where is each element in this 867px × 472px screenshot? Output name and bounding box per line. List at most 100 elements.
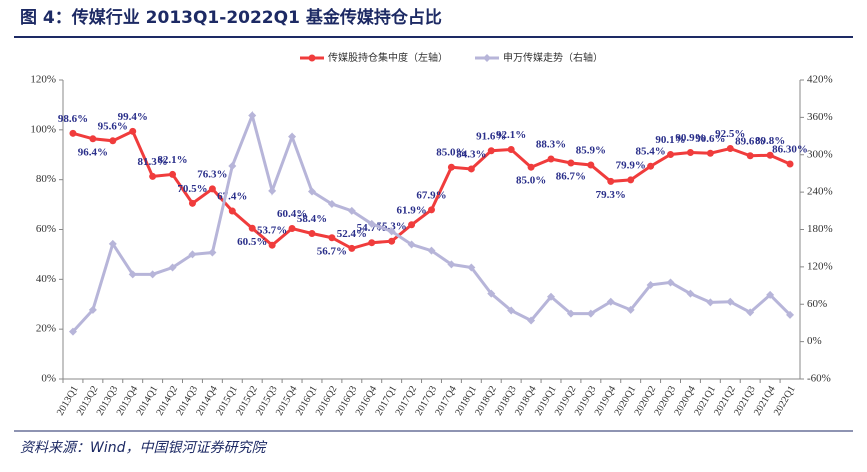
marker [547, 292, 556, 301]
marker [706, 149, 714, 157]
marker [308, 229, 316, 237]
y-tick-label: 60% [36, 223, 56, 235]
marker [507, 306, 516, 315]
marker [268, 241, 276, 249]
marker [627, 176, 635, 184]
data-label: 86.30% [772, 144, 808, 156]
data-label: 56.7% [317, 245, 347, 257]
marker [129, 127, 137, 135]
marker [686, 289, 695, 298]
marker [467, 263, 476, 272]
marker [288, 225, 296, 233]
marker [169, 170, 177, 178]
marker [487, 289, 496, 298]
marker [347, 206, 356, 215]
data-label: 84.3% [456, 148, 486, 160]
y-tick-label: 40% [36, 273, 56, 285]
marker [348, 244, 356, 252]
y-tick-label: 0% [41, 373, 56, 385]
marker [706, 298, 715, 307]
data-label: 98.6% [58, 113, 88, 125]
marker [766, 151, 774, 159]
data-label: 79.9% [616, 159, 646, 171]
data-label: 82.1% [157, 154, 187, 166]
marker [587, 161, 595, 169]
data-label: 60.4% [277, 208, 307, 220]
y2-tick-label: 240% [807, 186, 833, 198]
data-label: 90.9% [675, 132, 705, 144]
marker [388, 237, 396, 245]
marker [606, 297, 615, 306]
marker [268, 186, 277, 195]
marker [248, 111, 257, 120]
marker [667, 151, 675, 159]
marker [786, 160, 794, 168]
y2-tick-label: 60% [807, 298, 827, 310]
y-tick-label: 100% [30, 123, 56, 135]
y2-tick-label: 360% [807, 111, 833, 123]
marker [307, 187, 316, 196]
marker [149, 172, 157, 180]
marker [89, 135, 97, 143]
data-label: 70.5% [177, 183, 207, 195]
marker [108, 239, 117, 248]
marker [88, 305, 97, 314]
data-label: 85.0% [436, 147, 466, 159]
marker [228, 161, 237, 170]
marker [746, 152, 754, 160]
data-label: 81.3% [138, 156, 168, 168]
data-label: 52.4% [337, 228, 367, 240]
data-label: 67.4% [217, 191, 247, 203]
data-label: 90.1% [655, 134, 685, 146]
marker [128, 270, 137, 279]
data-label: 99.4% [118, 111, 148, 123]
marker [228, 207, 236, 215]
data-label: 85.9% [576, 144, 606, 156]
chart-title: 图 4：传媒行业 2013Q1-2022Q1 基金传媒持仓占比 [20, 7, 442, 28]
marker [368, 239, 376, 247]
data-label: 88.3% [536, 139, 566, 151]
marker [148, 270, 157, 279]
legend-label: 传媒股持仓集中度（左轴） [328, 51, 448, 64]
y2-tick-label: -60% [807, 373, 831, 385]
marker [68, 327, 77, 336]
marker [626, 305, 635, 314]
series-line [71, 110, 792, 333]
marker [328, 234, 336, 242]
data-label: 67.9% [416, 189, 446, 201]
data-label: 79.3% [596, 189, 626, 201]
marker [447, 163, 455, 171]
marker [487, 147, 495, 155]
marker [387, 227, 396, 236]
marker [407, 240, 416, 249]
marker [188, 250, 197, 259]
marker [69, 129, 77, 137]
marker [566, 309, 575, 318]
data-label: 91.6% [476, 130, 506, 142]
data-label: 61.9% [396, 204, 426, 216]
marker [188, 199, 196, 207]
marker [168, 263, 177, 272]
marker [686, 149, 694, 157]
marker [646, 280, 655, 289]
marker [766, 290, 775, 299]
data-label: 90.6% [695, 133, 725, 145]
data-label: 58.4% [297, 213, 327, 225]
data-label: 95.6% [98, 120, 128, 132]
marker [586, 309, 595, 318]
marker [447, 260, 456, 269]
marker [367, 219, 376, 228]
legend-label: 申万传媒走势（右轴） [503, 51, 603, 64]
marker [327, 199, 336, 208]
data-label: 86.7% [556, 171, 586, 183]
data-label: 92.5% [715, 128, 745, 140]
marker [607, 177, 615, 185]
legend-marker [308, 54, 316, 62]
y2-tick-label: 120% [807, 260, 833, 272]
data-label: 85.4% [635, 146, 665, 158]
marker [647, 162, 655, 170]
marker [666, 278, 675, 287]
y2-tick-label: 420% [807, 74, 833, 86]
y2-tick-label: 0% [807, 335, 822, 347]
